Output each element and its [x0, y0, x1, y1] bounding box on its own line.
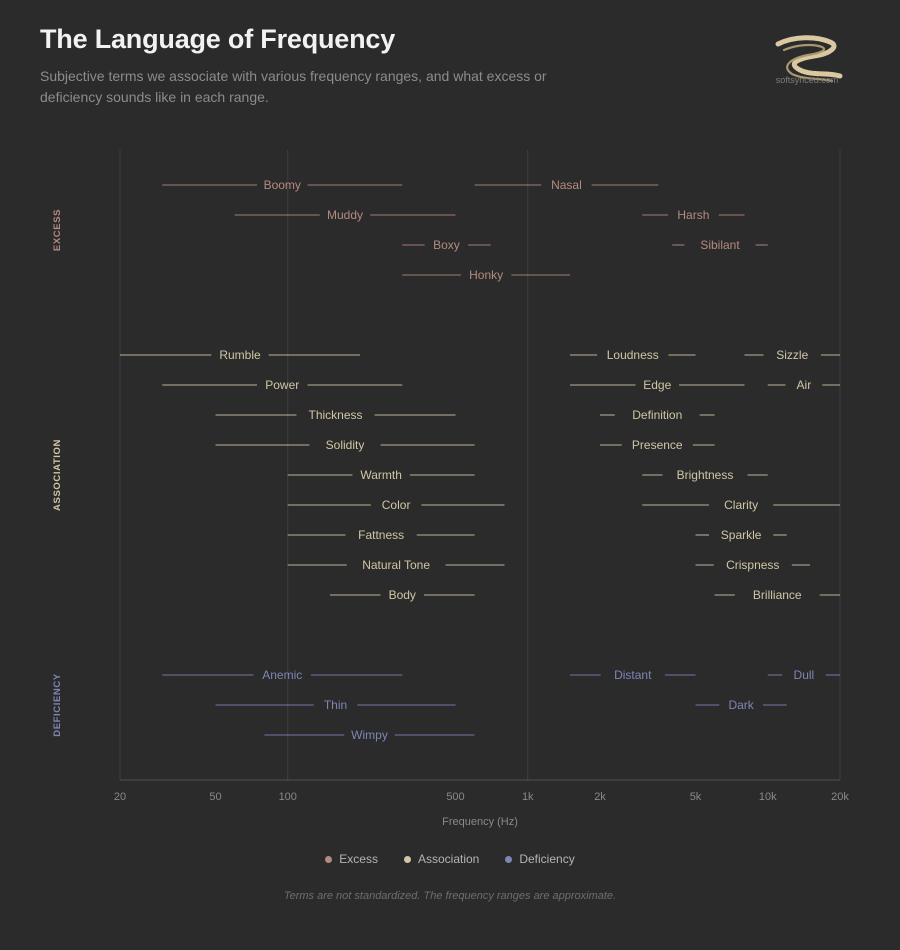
term-label-association: Sparkle	[721, 528, 762, 542]
x-tick-label: 20k	[831, 791, 849, 803]
term-label-excess: Boomy	[264, 178, 301, 192]
chart-subtitle: Subjective terms we associate with vario…	[40, 68, 547, 105]
x-tick-label: 100	[279, 791, 297, 803]
term-label-association: Sizzle	[776, 348, 808, 362]
term-label-association: Edge	[643, 378, 671, 392]
term-label-association: Warmth	[360, 468, 402, 482]
legend-label-association: Association	[417, 852, 480, 866]
group-label-association: ASSOCIATION	[52, 439, 63, 511]
term-label-excess: Nasal	[551, 178, 582, 192]
x-tick-label: 50	[209, 791, 221, 803]
x-axis-label: Frequency (Hz)	[442, 816, 518, 828]
term-label-deficiency: Anemic	[262, 668, 302, 682]
x-tick-label: 20	[114, 791, 126, 803]
legend: Excess Association Deficiency	[0, 852, 900, 866]
term-label-association: Air	[797, 378, 812, 392]
term-label-association: Brilliance	[753, 588, 802, 602]
term-label-deficiency: Dull	[794, 668, 815, 682]
term-label-deficiency: Dark	[728, 698, 754, 712]
term-label-association: Clarity	[724, 498, 758, 512]
x-tick-label: 1k	[522, 791, 534, 803]
legend-item-deficiency: Deficiency	[505, 852, 575, 866]
legend-item-excess: Excess	[325, 852, 378, 866]
term-label-association: Solidity	[326, 438, 365, 452]
legend-dot-excess	[325, 855, 333, 863]
x-tick-label: 10k	[759, 791, 777, 803]
term-label-excess: Sibilant	[700, 238, 740, 252]
x-tick-label: 500	[446, 791, 464, 803]
term-label-association: Fattness	[358, 528, 404, 542]
legend-label-excess: Excess	[339, 852, 378, 866]
term-label-association: Body	[389, 588, 416, 602]
term-label-association: Definition	[632, 408, 682, 422]
term-label-association: Crispness	[726, 558, 779, 572]
term-label-association: Loudness	[607, 348, 659, 362]
term-label-association: Natural Tone	[362, 558, 430, 572]
term-label-excess: Harsh	[677, 208, 709, 222]
x-tick-label: 5k	[690, 791, 702, 803]
legend-dot-association	[403, 855, 411, 863]
frequency-chart: 20 50 100 500 1k 2k 5k 10k 20k Frequency (Hz) Boom…	[52, 150, 849, 828]
term-label-association: Rumble	[219, 348, 261, 362]
legend-dot-deficiency	[505, 855, 513, 863]
term-label-association: Thickness	[308, 408, 362, 422]
term-label-excess: Boxy	[433, 238, 460, 252]
footnote: Terms are not standardized. The frequenc…	[283, 890, 617, 902]
chart-title: The Language of Frequency	[40, 24, 396, 54]
softsynced-logo	[775, 35, 843, 83]
term-label-association: Color	[382, 498, 411, 512]
term-label-association: Brightness	[677, 468, 734, 482]
term-label-deficiency: Wimpy	[351, 728, 388, 742]
term-label-association: Power	[265, 378, 299, 392]
group-label-deficiency: DEFICIENCY	[52, 673, 63, 737]
legend-item-association: Association	[403, 852, 480, 866]
group-label-excess: EXCESS	[52, 209, 63, 251]
term-label-association: Presence	[632, 438, 683, 452]
legend-label-deficiency: Deficiency	[519, 852, 575, 866]
x-tick-label: 2k	[594, 791, 606, 803]
term-label-excess: Muddy	[327, 208, 363, 222]
term-label-excess: Honky	[469, 268, 503, 282]
term-label-deficiency: Distant	[614, 668, 652, 682]
term-label-deficiency: Thin	[324, 698, 347, 712]
logo-text: softsynced.com	[775, 75, 839, 85]
